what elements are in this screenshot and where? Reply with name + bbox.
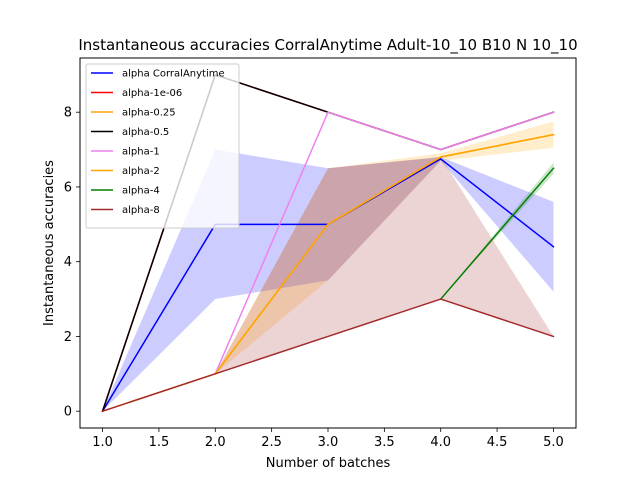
series-line-alpha-2 — [214, 133, 555, 375]
chart-title: Instantaneous accuracies CorralAnytime A… — [78, 36, 577, 55]
series-line-alpha-8 — [101, 298, 555, 413]
legend-label: alpha CorralAnytime — [122, 69, 225, 80]
band-alpha-0-25 — [102, 121, 554, 412]
x-tick-label: 1.0 — [92, 435, 113, 450]
x-tick-label: 2.0 — [205, 435, 226, 450]
legend-label: alpha-2 — [122, 166, 160, 177]
x-tick-label: 5.0 — [543, 435, 564, 450]
x-axis-title: Number of batches — [266, 456, 391, 471]
x-tick-label: 3.0 — [318, 435, 339, 450]
x-tick-label: 3.5 — [374, 435, 395, 450]
x-tick-label: 4.5 — [487, 435, 508, 450]
series-line-alpha-4 — [439, 167, 555, 301]
x-tick-label: 1.5 — [149, 435, 170, 450]
legend-label: alpha-1e-06 — [122, 88, 182, 99]
series-line-alpha-1 — [214, 111, 555, 375]
x-tick-label: 2.5 — [261, 435, 282, 450]
y-axis-ticks: 0 2 4 6 8 — [64, 106, 80, 420]
legend-label: alpha-4 — [122, 186, 160, 197]
y-tick-label: 4 — [64, 255, 72, 270]
legend-label: alpha-0.5 — [122, 127, 169, 138]
legend: alpha CorralAnytime alpha-1e-06 alpha-0.25… — [85, 63, 240, 229]
legend-box — [85, 63, 240, 229]
y-tick-label: 0 — [64, 405, 72, 420]
legend-label: alpha-8 — [122, 205, 160, 216]
band-alpha-8 — [102, 157, 554, 412]
x-axis-ticks: 1.0 1.5 2.0 2.5 3.0 3.5 4.0 4.5 5.0 — [92, 428, 564, 450]
legend-label: alpha-0.25 — [122, 108, 176, 119]
y-tick-label: 6 — [64, 180, 72, 195]
y-tick-label: 2 — [64, 330, 72, 345]
y-axis-title: Instantaneous accuracies — [42, 160, 57, 326]
x-tick-label: 4.0 — [430, 435, 451, 450]
y-tick-label: 8 — [64, 106, 72, 121]
legend-label: alpha-1 — [122, 147, 160, 158]
